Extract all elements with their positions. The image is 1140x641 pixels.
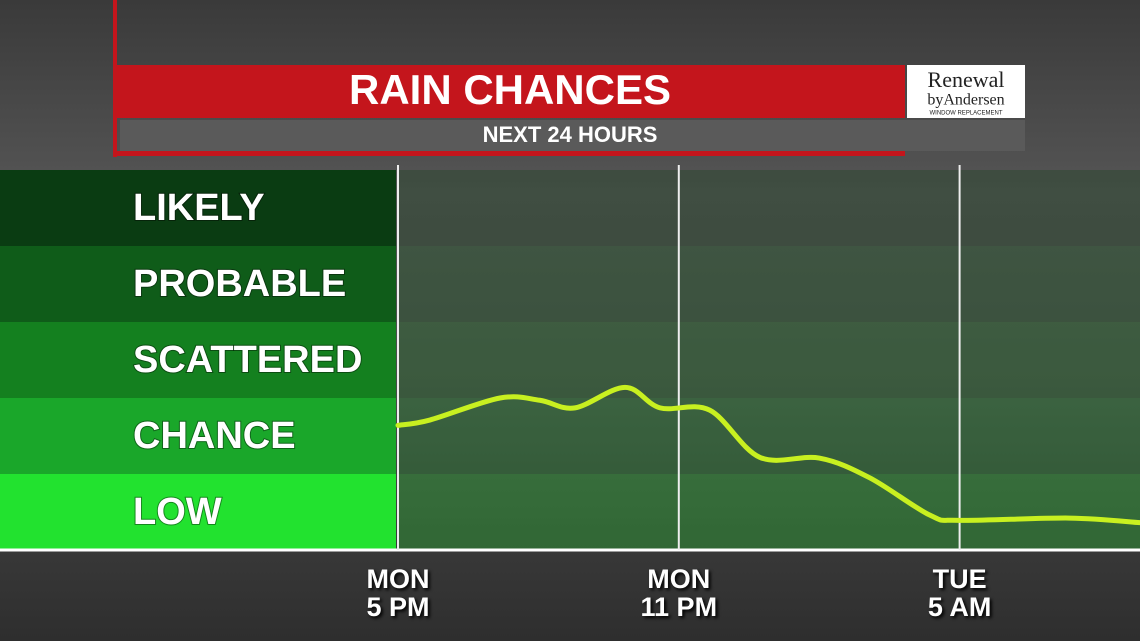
level-band xyxy=(0,322,396,398)
sponsor-name: Renewal xyxy=(928,67,1005,92)
chart-title: RAIN CHANCES xyxy=(349,66,671,113)
plot-band xyxy=(398,246,1140,322)
x-tick-label: MON 11 PM xyxy=(640,564,718,622)
level-band xyxy=(0,170,396,246)
banner-rule xyxy=(115,151,905,156)
plot-band xyxy=(398,398,1140,474)
title-bar xyxy=(115,65,905,118)
x-tick-label: MON 5 PM xyxy=(366,564,430,622)
plot-band xyxy=(398,322,1140,398)
sponsor-tagline: WINDOW REPLACEMENT xyxy=(929,111,1002,117)
y-tick-label: LOW xyxy=(133,491,222,533)
level-band xyxy=(0,474,396,550)
plot-band xyxy=(398,170,1140,246)
sponsor-box xyxy=(907,65,1025,118)
subtitle-bar xyxy=(120,120,1025,151)
y-tick-label: LIKELY xyxy=(133,187,265,229)
level-band xyxy=(0,246,396,322)
sponsor-name: byAndersen xyxy=(927,92,1004,109)
level-band xyxy=(0,398,396,474)
chart-subtitle: NEXT 24 HOURS xyxy=(483,122,658,147)
y-tick-label: SCATTERED xyxy=(133,339,362,381)
x-tick-label: TUE 5 AM xyxy=(927,564,992,622)
y-tick-label: PROBABLE xyxy=(133,263,346,305)
plot-band xyxy=(398,474,1140,550)
y-tick-label: CHANCE xyxy=(133,415,296,457)
rain-line xyxy=(395,384,1140,526)
